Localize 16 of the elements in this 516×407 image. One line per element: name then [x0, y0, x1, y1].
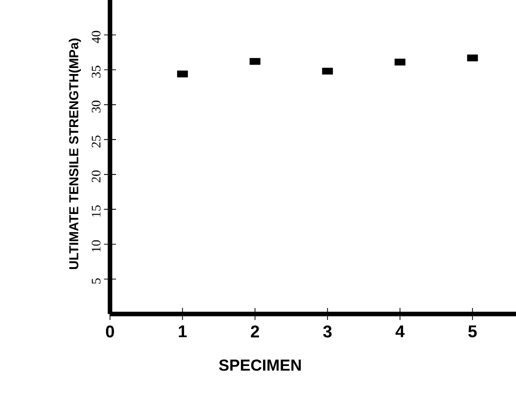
y-tick-label: 15	[92, 205, 100, 217]
y-tick-label: 20	[92, 170, 100, 182]
y-tick-label: 25	[92, 136, 100, 148]
y-tick-label: 40	[92, 30, 100, 44]
x-tick-label: 3	[323, 326, 332, 338]
y-tick-label: 30	[92, 100, 100, 113]
x-tick-label: 5	[468, 326, 477, 338]
y-tick-label: 10	[92, 240, 100, 252]
y-axis-title: ULTIMATE TENSILE STRENGTH(MPa)	[68, 38, 81, 270]
x-tick-label: 4	[396, 326, 405, 338]
x-axis-title: SPECIMEN	[219, 360, 301, 371]
x-tick-label: 1	[178, 326, 187, 338]
x-tick-label: 2	[250, 326, 260, 338]
x-tick-label: 0	[106, 326, 114, 338]
y-tick-label: 35	[92, 66, 100, 78]
y-tick-label: 5	[92, 278, 100, 284]
